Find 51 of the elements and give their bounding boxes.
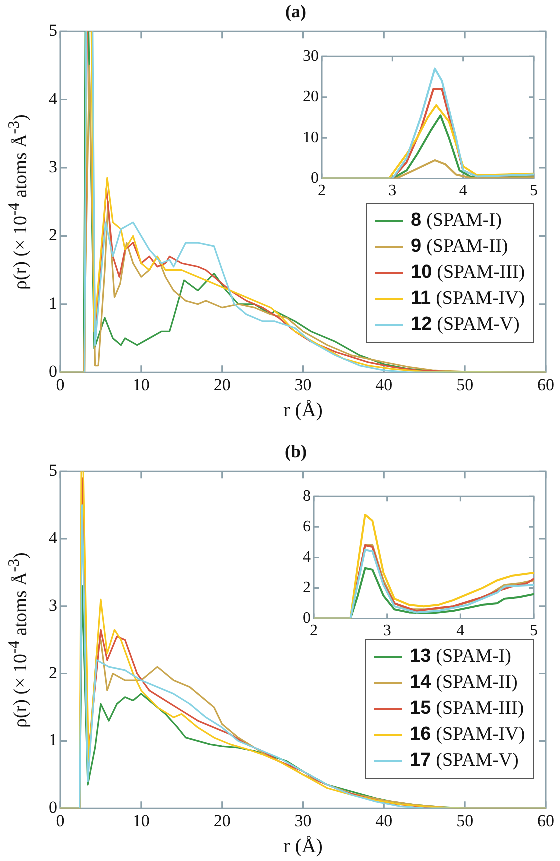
x-tick-label: 4 bbox=[459, 182, 468, 200]
y-tick-label: 4 bbox=[49, 89, 58, 108]
x-tick-label: 40 bbox=[376, 375, 393, 394]
x-tick-label: 4 bbox=[456, 622, 465, 640]
legend-label: 17 (SPAM-V) bbox=[410, 750, 519, 772]
y-tick-label: 4 bbox=[303, 548, 311, 566]
y-tick-label: 5 bbox=[49, 461, 58, 480]
legend-label: 11 (SPAM-IV) bbox=[411, 288, 526, 310]
y-tick-label: 0 bbox=[311, 170, 319, 188]
chart-title: (b) bbox=[285, 441, 308, 462]
legend-label: 13 (SPAM-I) bbox=[410, 646, 512, 668]
y-tick-label: 2 bbox=[49, 226, 58, 245]
legend-label: 8 (SPAM-I) bbox=[411, 210, 502, 232]
y-tick-label: 6 bbox=[303, 518, 311, 536]
x-tick-label: 10 bbox=[132, 375, 150, 394]
y-tick-label: 30 bbox=[303, 48, 319, 65]
legend-label: 16 (SPAM-IV) bbox=[410, 724, 526, 746]
x-tick-label: 50 bbox=[456, 375, 474, 394]
y-tick-label: 8 bbox=[303, 488, 311, 505]
y-tick-label: 0 bbox=[49, 362, 58, 382]
y-tick-label: 2 bbox=[303, 579, 311, 596]
x-tick-label: 3 bbox=[383, 622, 392, 640]
y-tick-label: 0 bbox=[49, 798, 58, 818]
y-tick-label: 0 bbox=[303, 610, 311, 628]
y-tick-label: 1 bbox=[49, 730, 58, 750]
legend-label: 14 (SPAM-II) bbox=[410, 672, 518, 694]
chart-title: (a) bbox=[286, 1, 306, 22]
y-tick-label: 20 bbox=[303, 88, 319, 106]
y-tick-label: 5 bbox=[49, 21, 58, 40]
y-tick-label: 3 bbox=[49, 157, 58, 176]
x-tick-label: 20 bbox=[214, 811, 231, 830]
y-tick-label: 10 bbox=[303, 129, 319, 146]
x-tick-label: 50 bbox=[456, 811, 474, 830]
x-tick-label: 40 bbox=[376, 811, 393, 830]
y-tick-label: 2 bbox=[49, 663, 58, 682]
y-tick-label: 3 bbox=[49, 596, 58, 615]
x-axis-title: r (Å) bbox=[284, 835, 323, 858]
legend-label: 12 (SPAM-V) bbox=[411, 314, 520, 336]
x-tick-label: 5 bbox=[530, 182, 538, 200]
x-tick-label: 3 bbox=[388, 182, 397, 200]
legend-label: 9 (SPAM-II) bbox=[411, 236, 508, 258]
x-tick-label: 60 bbox=[538, 811, 554, 830]
y-tick-label: 1 bbox=[49, 294, 58, 313]
x-tick-label: 60 bbox=[538, 375, 554, 394]
x-axis-title: r (Å) bbox=[284, 399, 323, 422]
legend-label: 15 (SPAM-III) bbox=[410, 698, 524, 720]
y-tick-label: 4 bbox=[49, 528, 58, 548]
x-tick-label: 5 bbox=[530, 622, 538, 640]
legend-label: 10 (SPAM-III) bbox=[411, 262, 526, 284]
x-tick-label: 10 bbox=[132, 811, 150, 830]
x-tick-label: 20 bbox=[214, 375, 231, 394]
